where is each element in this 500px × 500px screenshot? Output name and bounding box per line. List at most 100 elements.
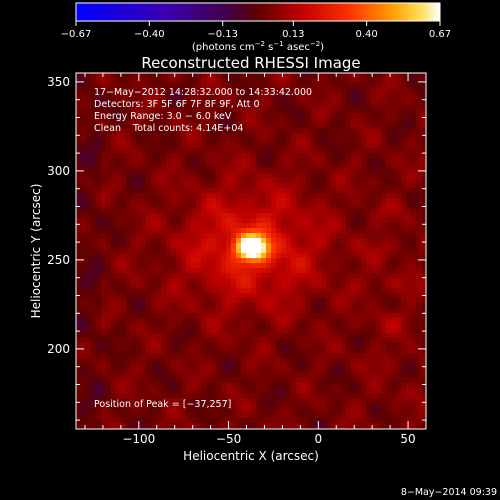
heatmap-cell <box>376 83 382 89</box>
heatmap-cell <box>196 133 202 139</box>
heatmap-cell <box>271 83 277 89</box>
heatmap-cell <box>101 413 107 419</box>
heatmap-cell <box>291 73 297 79</box>
heatmap-cell <box>246 413 252 419</box>
heatmap-cell <box>341 93 347 99</box>
heatmap-cell <box>91 343 97 349</box>
heatmap-cell <box>121 293 127 299</box>
heatmap-cell <box>181 78 187 84</box>
heatmap-cell <box>251 363 257 369</box>
heatmap-cell <box>416 288 422 294</box>
heatmap-cell <box>331 263 337 269</box>
heatmap-cell <box>161 198 167 204</box>
heatmap-cell <box>331 208 337 214</box>
heatmap-cell <box>306 358 312 364</box>
heatmap-cell <box>386 408 392 414</box>
heatmap-cell <box>276 383 282 389</box>
heatmap-cell <box>231 103 237 109</box>
heatmap-cell <box>141 423 147 429</box>
heatmap-cell <box>416 108 422 114</box>
heatmap-cell <box>346 83 352 89</box>
heatmap-cell <box>331 388 337 394</box>
heatmap-cell <box>306 138 312 144</box>
heatmap-cell <box>101 158 107 164</box>
heatmap-cell <box>186 373 192 379</box>
heatmap-cell <box>196 333 202 339</box>
heatmap-cell <box>81 83 87 89</box>
heatmap-cell <box>241 303 247 309</box>
heatmap-cell <box>121 73 127 79</box>
heatmap-cell <box>311 298 317 304</box>
heatmap-cell <box>421 238 426 244</box>
heatmap-cell <box>386 213 392 219</box>
heatmap-cell <box>251 383 257 389</box>
heatmap-cell <box>86 173 92 179</box>
heatmap-cell <box>361 178 367 184</box>
heatmap-cell <box>116 363 122 369</box>
heatmap-cell <box>201 398 207 404</box>
heatmap-cell <box>171 318 177 324</box>
heatmap-cell <box>116 423 122 429</box>
heatmap-cell <box>201 143 207 149</box>
heatmap-cell <box>241 318 247 324</box>
heatmap-cell <box>251 213 257 219</box>
heatmap-cell <box>111 318 117 324</box>
heatmap-cell <box>326 118 332 124</box>
heatmap-cell <box>326 243 332 249</box>
heatmap-cell <box>141 78 147 84</box>
heatmap-cell <box>216 88 222 94</box>
heatmap-cell <box>161 188 167 194</box>
heatmap-cell <box>361 153 367 159</box>
heatmap-cell <box>326 353 332 359</box>
heatmap-cell <box>181 403 187 409</box>
heatmap-cell <box>86 168 92 174</box>
heatmap-cell <box>171 193 177 199</box>
heatmap-cell <box>266 328 272 334</box>
heatmap-cell <box>111 283 117 289</box>
heatmap-cell <box>131 133 137 139</box>
heatmap-cell <box>376 268 382 274</box>
heatmap-cell <box>321 153 327 159</box>
heatmap-cell <box>231 243 237 249</box>
heatmap-cell <box>181 408 187 414</box>
heatmap-cell <box>101 78 107 84</box>
heatmap-cell <box>306 323 312 329</box>
heatmap-cell <box>91 398 97 404</box>
heatmap-cell <box>291 143 297 149</box>
heatmap-cell <box>391 253 397 259</box>
heatmap-cell <box>181 103 187 109</box>
heatmap-cell <box>221 418 227 424</box>
heatmap-cell <box>196 278 202 284</box>
heatmap-cell <box>386 333 392 339</box>
heatmap-cell <box>376 213 382 219</box>
heatmap-cell <box>381 263 387 269</box>
heatmap-cell <box>346 268 352 274</box>
heatmap-cell <box>211 78 217 84</box>
heatmap-cell <box>291 208 297 214</box>
heatmap-cell <box>411 218 417 224</box>
heatmap-cell <box>156 328 162 334</box>
heatmap-cell <box>246 393 252 399</box>
heatmap-cell <box>176 408 182 414</box>
heatmap-cell <box>301 408 307 414</box>
heatmap-cell <box>261 298 267 304</box>
heatmap-cell <box>81 108 87 114</box>
heatmap-cell <box>411 383 417 389</box>
heatmap-cell <box>256 158 262 164</box>
heatmap-cell <box>361 108 367 114</box>
heatmap-cell <box>121 198 127 204</box>
heatmap-cell <box>356 108 362 114</box>
heatmap-cell <box>241 123 247 129</box>
heatmap-cell <box>231 203 237 209</box>
heatmap-cell <box>211 178 217 184</box>
heatmap-cell <box>401 403 407 409</box>
heatmap-cell <box>421 313 426 319</box>
heatmap-cell <box>236 263 242 269</box>
heatmap-cell <box>401 263 407 269</box>
heatmap-cell <box>246 303 252 309</box>
heatmap-cell <box>251 278 257 284</box>
heatmap-cell <box>131 413 137 419</box>
heatmap-cell <box>91 353 97 359</box>
heatmap-cell <box>401 358 407 364</box>
heatmap-cell <box>401 123 407 129</box>
